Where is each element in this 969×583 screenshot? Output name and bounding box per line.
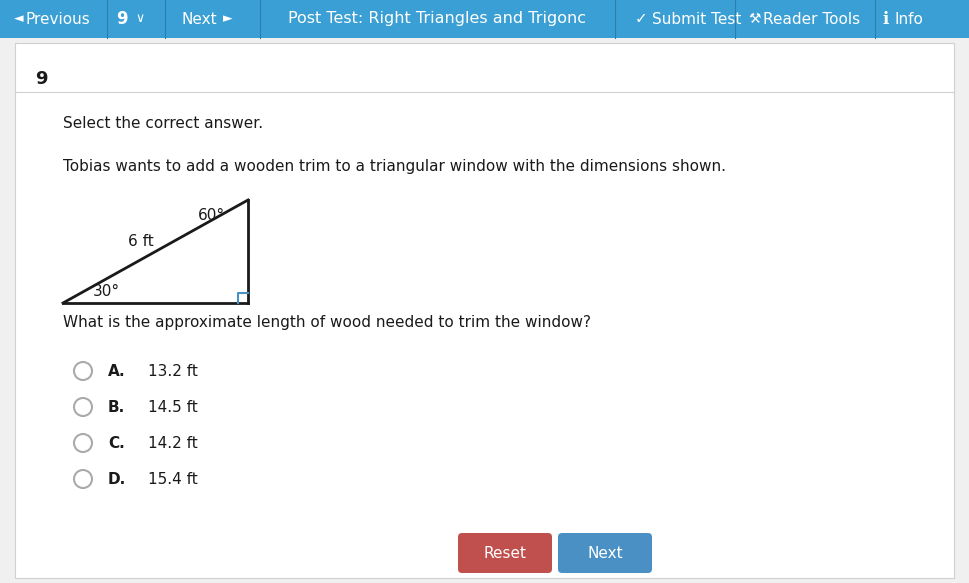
FancyBboxPatch shape bbox=[558, 533, 652, 573]
Text: A.: A. bbox=[108, 363, 126, 378]
Text: ✓: ✓ bbox=[635, 12, 647, 26]
Text: Submit Test: Submit Test bbox=[652, 12, 741, 26]
Text: 14.5 ft: 14.5 ft bbox=[148, 399, 198, 415]
FancyBboxPatch shape bbox=[458, 533, 552, 573]
Bar bbox=[0, 0, 969, 38]
Text: Tobias wants to add a wooden trim to a triangular window with the dimensions sho: Tobias wants to add a wooden trim to a t… bbox=[63, 160, 726, 174]
Text: D.: D. bbox=[108, 472, 126, 486]
Text: 9: 9 bbox=[35, 70, 47, 88]
Text: B.: B. bbox=[108, 399, 125, 415]
Text: ∨: ∨ bbox=[136, 12, 144, 26]
Text: 13.2 ft: 13.2 ft bbox=[148, 363, 198, 378]
Text: Previous: Previous bbox=[26, 12, 91, 26]
Text: 60°: 60° bbox=[198, 209, 225, 223]
Text: Reader Tools: Reader Tools bbox=[763, 12, 860, 26]
Text: 6 ft: 6 ft bbox=[128, 234, 153, 249]
Text: What is the approximate length of wood needed to trim the window?: What is the approximate length of wood n… bbox=[63, 314, 591, 329]
Text: ◄: ◄ bbox=[14, 12, 23, 26]
Text: Next: Next bbox=[587, 546, 623, 560]
Text: Select the correct answer.: Select the correct answer. bbox=[63, 117, 264, 132]
Text: C.: C. bbox=[108, 436, 125, 451]
Text: Post Test: Right Triangles and Trigonс: Post Test: Right Triangles and Trigonс bbox=[288, 12, 586, 26]
Text: ℹ: ℹ bbox=[882, 10, 889, 28]
Text: 9: 9 bbox=[116, 10, 128, 28]
Text: 15.4 ft: 15.4 ft bbox=[148, 472, 198, 486]
Text: 30°: 30° bbox=[93, 283, 120, 298]
Text: ⚒: ⚒ bbox=[748, 12, 761, 26]
Text: ►: ► bbox=[223, 12, 233, 26]
Text: Next: Next bbox=[182, 12, 218, 26]
Text: Info: Info bbox=[895, 12, 923, 26]
Text: 14.2 ft: 14.2 ft bbox=[148, 436, 198, 451]
Text: Reset: Reset bbox=[484, 546, 526, 560]
